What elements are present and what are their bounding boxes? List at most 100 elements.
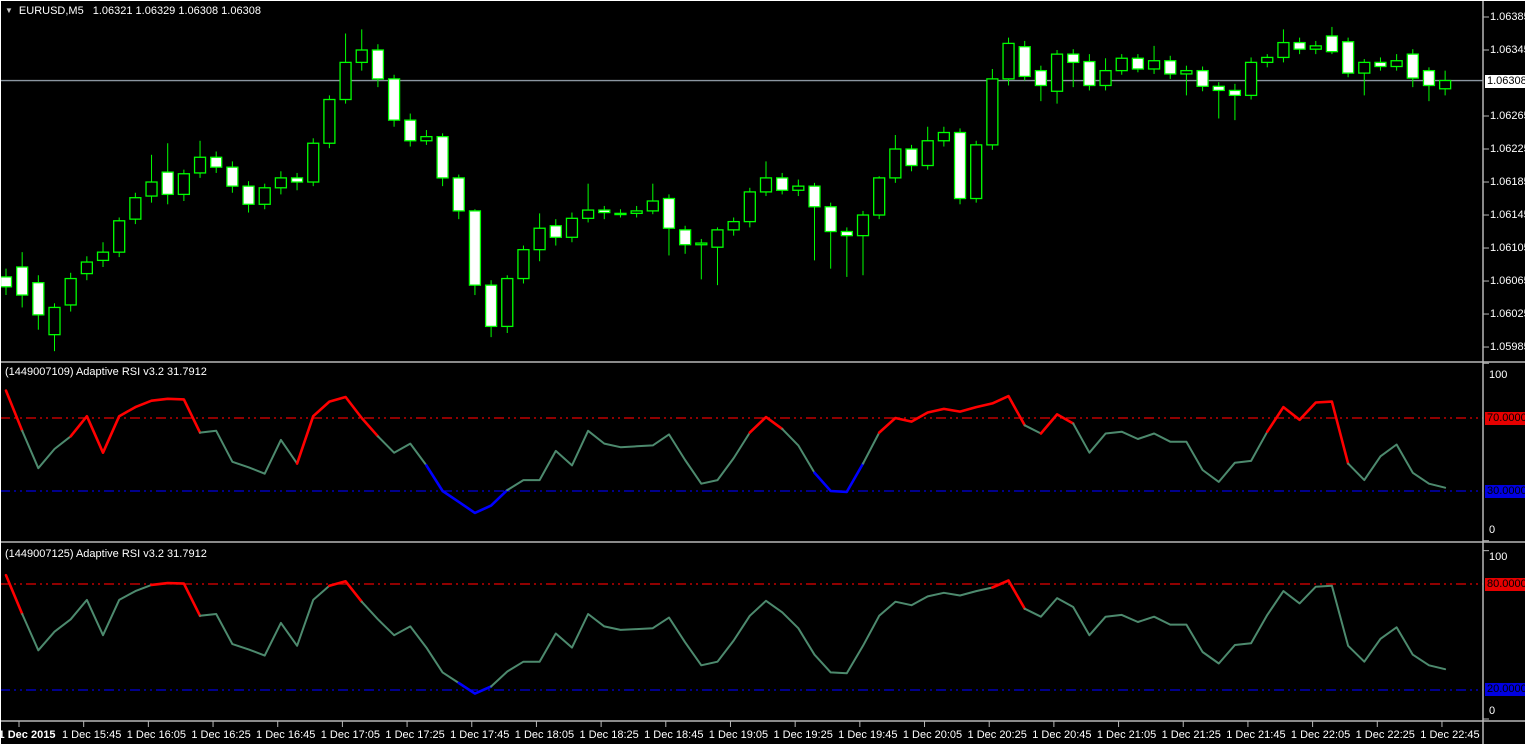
- bull-candle-body: [517, 249, 530, 280]
- candlestick-series: [0, 26, 1452, 352]
- price-tick-label: 1.06145: [1490, 209, 1525, 222]
- bull-candle-body: [1261, 56, 1274, 64]
- rsi-segment: [360, 600, 460, 684]
- rsi-segment: [490, 586, 994, 688]
- rsi-oversold-segment: [457, 681, 493, 695]
- bull-candle-body: [1244, 61, 1258, 97]
- price-tick-label: 1.05985: [1490, 341, 1525, 354]
- bear-candle-body: [1083, 60, 1096, 87]
- bear-candle-body: [1325, 35, 1339, 53]
- rsi-segment: [1347, 443, 1447, 489]
- bull-candle-body: [1147, 60, 1161, 70]
- bear-candle-body: [387, 78, 401, 121]
- bull-candle-body: [1390, 60, 1403, 68]
- bear-candle-body: [1131, 57, 1145, 70]
- bull-candle-body: [1309, 45, 1322, 50]
- time-tick-label: 1 Dec 20:25: [967, 729, 1027, 741]
- bull-candle-body: [873, 177, 886, 216]
- price-tick-label: 1.06025: [1490, 308, 1525, 321]
- bull-candle-body: [1438, 79, 1452, 90]
- price-tick-label: 1.06345: [1490, 44, 1525, 56]
- bear-candle-body: [161, 171, 174, 196]
- rsi-segment: [376, 435, 428, 467]
- time-tick-label: 1 Dec 20:45: [1032, 729, 1092, 741]
- bull-candle-body: [759, 177, 773, 193]
- bull-candle-body: [792, 185, 805, 191]
- bear-candle-body: [1374, 61, 1387, 68]
- bull-candle-body: [937, 131, 951, 142]
- bull-candle-body: [64, 277, 77, 306]
- bear-candle-body: [776, 177, 789, 191]
- rsi-overbought-segment: [295, 395, 380, 465]
- bull-candle-body: [307, 142, 320, 183]
- rsi-overbought-segment: [991, 579, 1026, 611]
- bull-candle-body: [695, 242, 708, 246]
- bull-candle-body: [856, 214, 870, 237]
- bear-candle-body: [404, 119, 417, 142]
- bull-candle-body: [921, 140, 934, 167]
- rsi-overbought-segment: [4, 573, 24, 616]
- indicator1-scale-max: 100: [1489, 369, 1508, 381]
- time-tick-label: 1 Dec 20:05: [902, 729, 963, 741]
- time-tick-label: 1 Dec 2015: [0, 729, 56, 741]
- bear-candle-body: [1406, 53, 1419, 79]
- bear-candle-body: [1228, 89, 1242, 97]
- time-tick-label: 1 Dec 16:05: [126, 729, 187, 741]
- rsi-overbought-segment: [150, 581, 202, 618]
- bull-candle-body: [581, 209, 595, 219]
- rsi-overbought-segment: [748, 415, 784, 434]
- bull-candle-body: [96, 251, 110, 262]
- bear-candle-body: [290, 177, 304, 183]
- bear-candle-body: [371, 49, 385, 80]
- time-tick-label: 1 Dec 18:45: [644, 729, 704, 741]
- rsi-oversold-segment: [813, 462, 865, 494]
- time-tick-label: 1 Dec 22:45: [1420, 729, 1480, 741]
- bull-candle-body: [48, 306, 61, 336]
- bull-candle-body: [970, 144, 983, 200]
- rsi-segment: [862, 431, 881, 465]
- rsi-segment: [506, 429, 751, 492]
- price-tick-label: 1.06185: [1490, 176, 1525, 189]
- bull-candle-body: [711, 229, 724, 248]
- bull-candle-body: [1002, 42, 1015, 80]
- time-tick-label: 1 Dec 21:45: [1226, 729, 1286, 741]
- bull-candle-body: [193, 156, 207, 174]
- bear-candle-body: [226, 166, 239, 187]
- bull-candle-body: [323, 98, 336, 144]
- bear-candle-body: [468, 210, 482, 286]
- rsi-overbought-segment: [4, 389, 24, 433]
- bull-candle-body: [630, 210, 643, 215]
- triangle-down-icon: ▼: [5, 6, 13, 15]
- rsi-segment: [1072, 422, 1269, 483]
- bull-candle-body: [129, 197, 142, 220]
- time-tick-label: 1 Dec 21:05: [1096, 729, 1157, 741]
- bull-candle-body: [1115, 57, 1128, 72]
- bear-candle-body: [840, 230, 853, 237]
- bull-candle-body: [1099, 69, 1112, 87]
- rsi-line-indicator2: [4, 573, 1447, 695]
- window-left-edge: [0, 0, 1, 744]
- bull-candle-body: [113, 220, 126, 253]
- rsi-overbought-segment: [877, 394, 1026, 434]
- bear-candle-body: [242, 185, 255, 205]
- bear-candle-body: [210, 156, 223, 168]
- bear-candle-body: [1164, 60, 1177, 75]
- bull-candle-body: [646, 200, 659, 212]
- bull-candle-body: [1050, 53, 1064, 92]
- bear-candle-body: [953, 131, 967, 200]
- bear-candle-body: [484, 284, 498, 328]
- time-tick-label: 1 Dec 17:45: [450, 729, 510, 741]
- bull-candle-body: [1358, 61, 1371, 74]
- indicator2-overbought-tag: 80.0000: [1485, 578, 1525, 591]
- bear-candle-body: [598, 209, 611, 214]
- indicator2-scale-min: 0: [1489, 705, 1496, 717]
- indicator1-oversold-tag: 30.0000: [1485, 485, 1525, 498]
- rsi-segment: [1023, 424, 1042, 435]
- bull-candle-body: [420, 135, 433, 142]
- time-tick-label: 1 Dec 21:25: [1161, 729, 1221, 741]
- price-tick-label: 1.06385: [1490, 11, 1525, 23]
- time-tick-label: 1 Dec 18:05: [514, 729, 575, 741]
- bear-candle-body: [905, 148, 918, 167]
